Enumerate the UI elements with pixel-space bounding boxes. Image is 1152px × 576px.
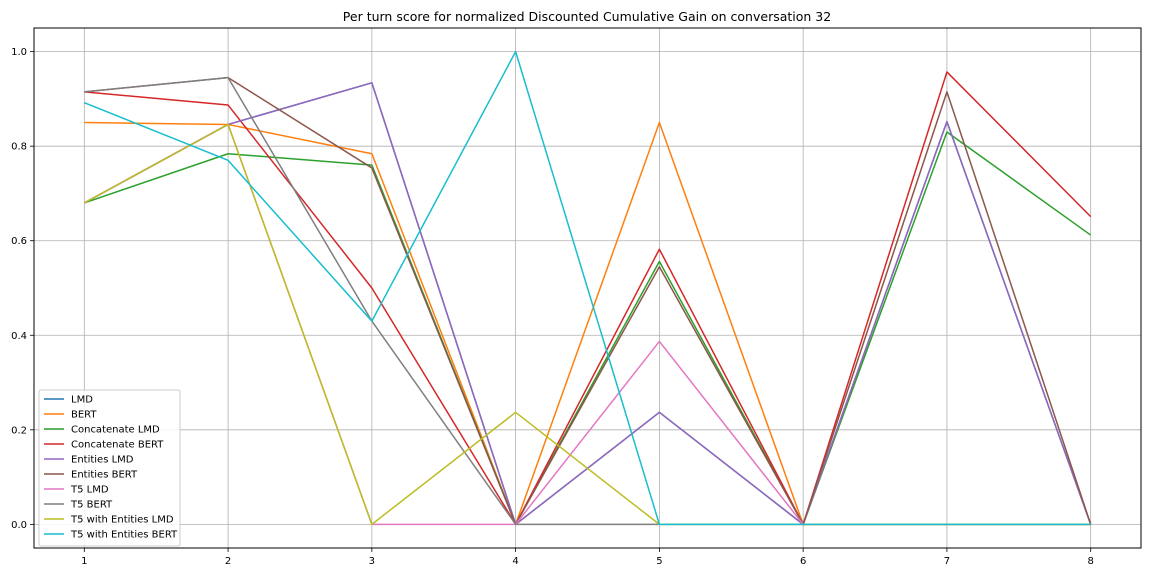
series-line-concatenate-bert bbox=[84, 71, 1092, 526]
legend-label: T5 LMD bbox=[70, 485, 109, 496]
x-tick-label: 7 bbox=[944, 556, 950, 567]
series-line-entities-lmd bbox=[83, 82, 1092, 526]
y-tick-label: 0.2 bbox=[11, 425, 27, 436]
legend-label: Entities LMD bbox=[71, 455, 134, 466]
series-line-concatenate-lmd bbox=[84, 131, 1092, 526]
legend-label: T5 BERT bbox=[70, 500, 113, 511]
x-tick-label: 4 bbox=[512, 556, 518, 567]
x-tick-label: 2 bbox=[225, 556, 231, 567]
series-line-t5-with-entities-bert bbox=[84, 50, 1091, 526]
y-tick-label: 0.6 bbox=[11, 236, 27, 247]
legend-label: BERT bbox=[71, 410, 97, 421]
series-lines bbox=[83, 50, 1092, 526]
legend-label: T5 with Entities BERT bbox=[70, 530, 178, 541]
series-line-bert bbox=[84, 121, 1091, 526]
legend: LMD BERT Concatenate LMD Concatenate BERT En… bbox=[38, 389, 181, 547]
legend-box bbox=[38, 389, 181, 547]
x-tick-label: 1 bbox=[81, 556, 87, 567]
y-tick-label: 0.8 bbox=[11, 142, 27, 153]
legend-label: T5 with Entities LMD bbox=[70, 515, 174, 526]
chart-title: Per turn score for normalized Discounted… bbox=[343, 9, 831, 24]
axis-ticks: 1 2 3 4 5 6 7 8 0.0 0.2 0.4 0.6 0.8 1.0 bbox=[11, 47, 1094, 567]
x-tick-label: 6 bbox=[800, 556, 806, 567]
y-tick-label: 0.0 bbox=[11, 520, 27, 531]
x-tick-label: 5 bbox=[656, 556, 662, 567]
legend-label: Entities BERT bbox=[71, 470, 138, 481]
series-line-entities-bert bbox=[84, 76, 1092, 526]
series-line-lmd bbox=[83, 82, 1092, 526]
grid-lines bbox=[34, 28, 1141, 548]
x-tick-label: 8 bbox=[1087, 556, 1093, 567]
legend-label: Concatenate LMD bbox=[71, 425, 160, 436]
legend-label: Concatenate BERT bbox=[71, 440, 164, 451]
legend-label: LMD bbox=[71, 395, 93, 406]
plot-frame bbox=[33, 27, 1142, 549]
y-tick-label: 0.4 bbox=[11, 331, 27, 342]
x-tick-label: 3 bbox=[369, 556, 375, 567]
y-tick-label: 1.0 bbox=[11, 47, 27, 58]
